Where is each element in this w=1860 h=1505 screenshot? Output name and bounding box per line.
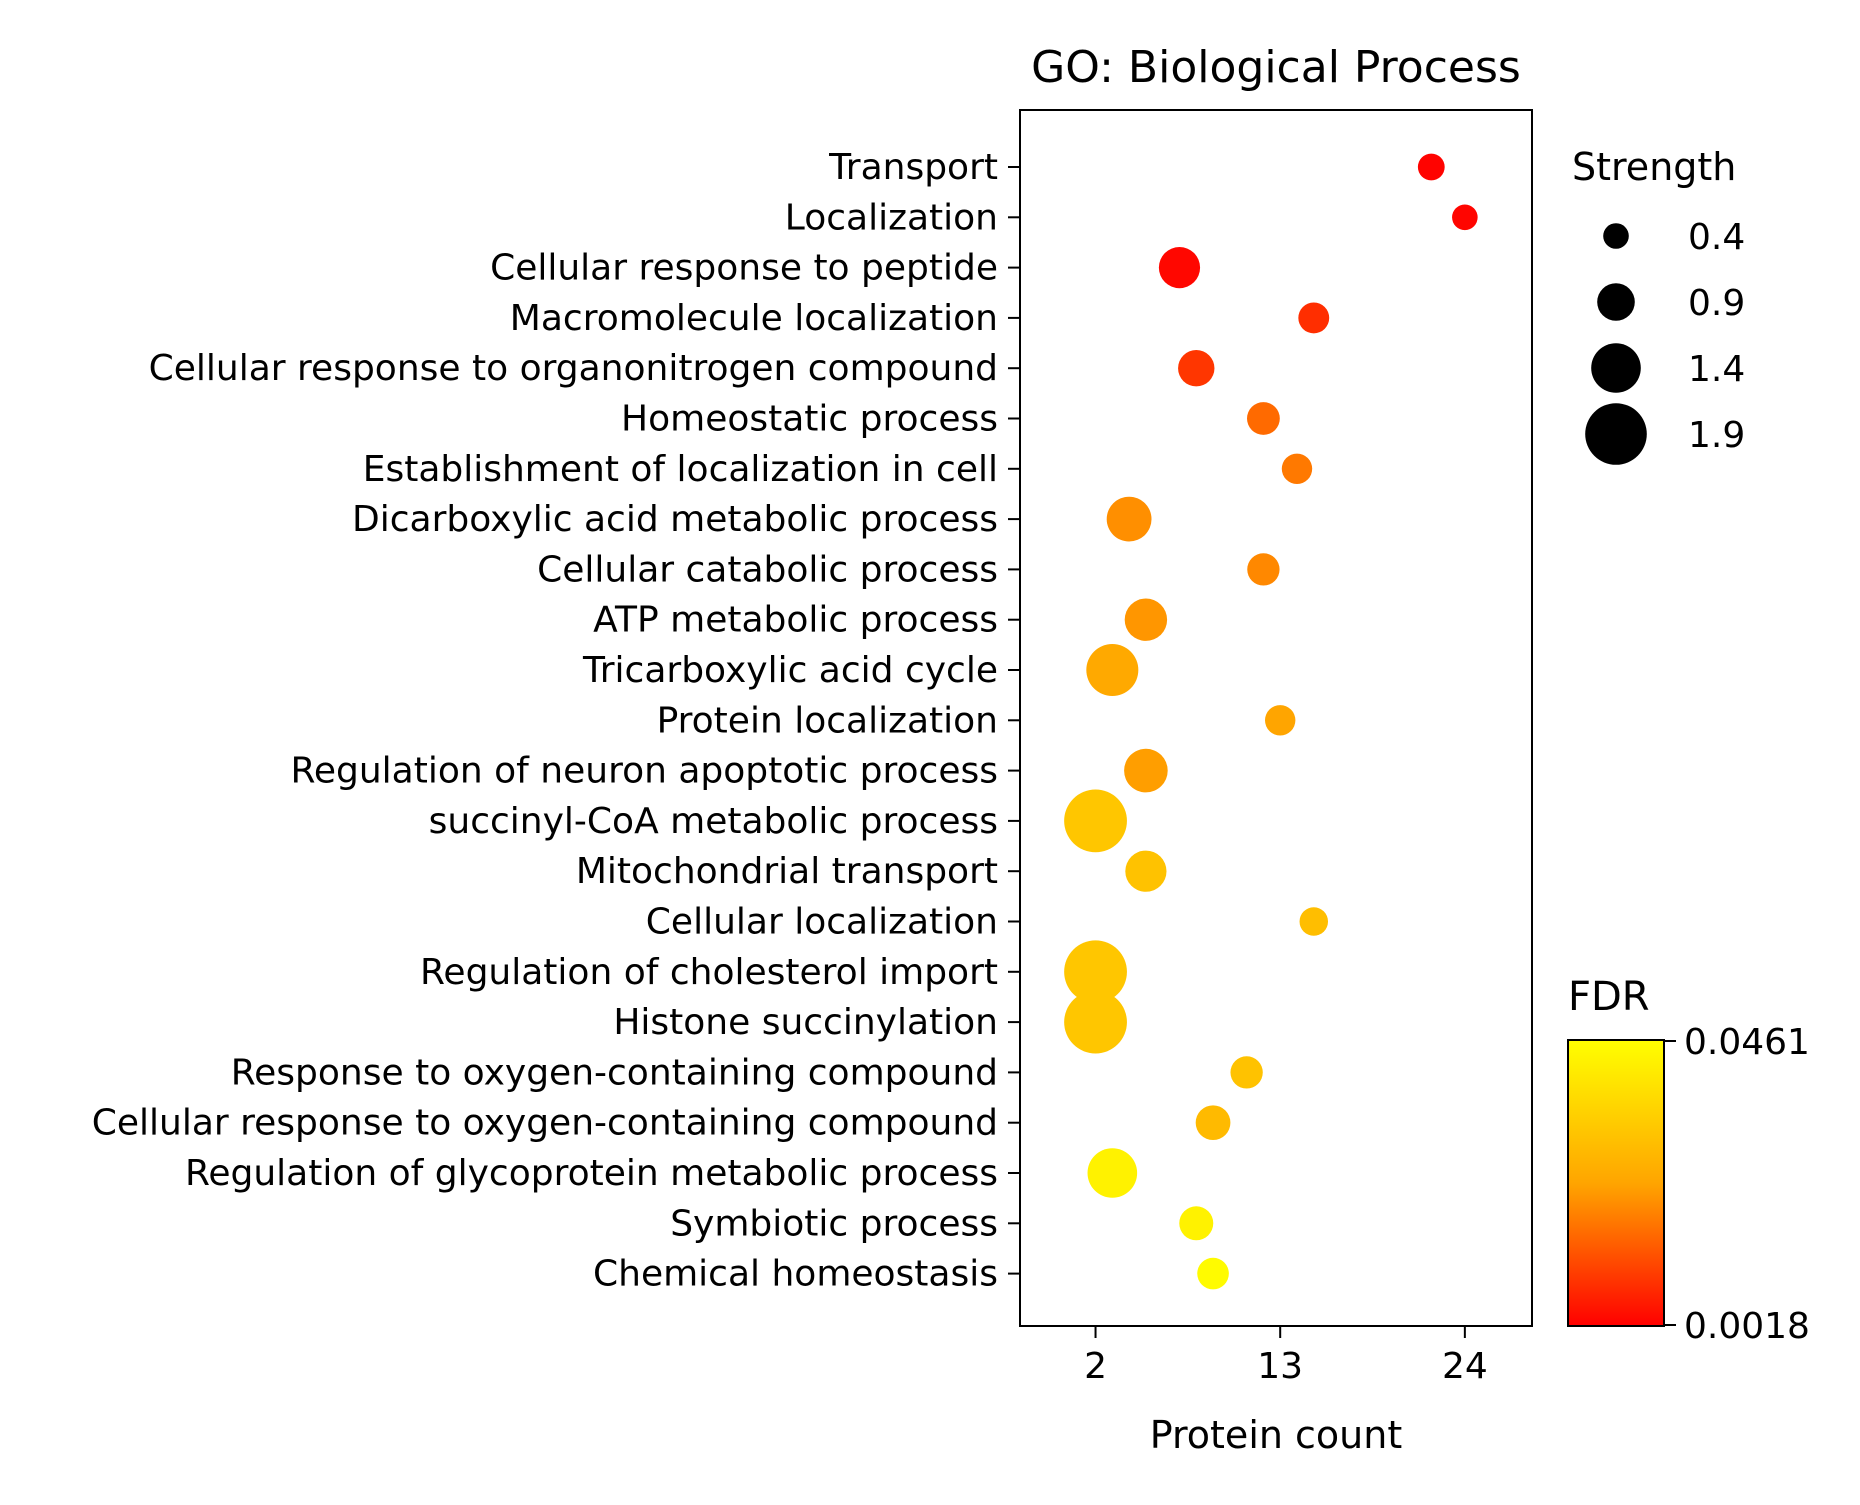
y-tick-label: ATP metabolic process [593,600,998,641]
colorbar-max-label: 0.0461 [1684,1022,1810,1063]
y-tick-label: Macromolecule localization [510,298,998,339]
colorbar-title: FDR [1568,974,1650,1020]
plot-area [1019,109,1533,1327]
y-tick-label: Transport [828,147,998,188]
colorbar-min-label: 0.0018 [1684,1306,1810,1347]
y-tick-label: Dicarboxylic acid metabolic process [352,499,998,540]
y-tick-label: Regulation of neuron apoptotic process [290,751,998,792]
y-tick-label: Protein localization [657,700,998,741]
x-axis: 2 13 24 [1084,1326,1488,1387]
y-tick-label: succinyl-CoA metabolic process [429,801,998,842]
data-point [1281,453,1313,484]
y-tick-label: Mitochondrial transport [576,851,998,892]
y-tick-label: Cellular localization [646,902,998,943]
data-point [1064,990,1127,1054]
size-legend-marker [1585,403,1647,465]
data-point [1125,850,1167,892]
data-point [1124,598,1168,641]
size-legend-label: 1.9 [1688,415,1745,456]
data-point [1179,1206,1214,1241]
data-point [1086,644,1139,696]
x-tick-label: 2 [1084,1346,1107,1387]
data-point [1230,1056,1263,1089]
data-point [1195,1105,1231,1141]
colorbar-gradient [1567,1039,1665,1327]
y-tick-label: Cellular response to organonitrogen comp… [149,348,998,389]
data-point [1452,204,1478,231]
y-tick-label: Tricarboxylic acid cycle [582,650,998,691]
size-legend-marker [1591,343,1641,393]
y-tick-label: Cellular response to peptide [490,248,998,289]
y-tick-label: Regulation of glycoprotein metabolic pro… [185,1153,998,1194]
data-point [1247,553,1280,586]
y-tick-label: Symbiotic process [670,1203,998,1244]
data-point [1178,350,1215,387]
y-tick-label: Regulation of cholesterol import [420,952,998,993]
data-point [1106,496,1152,542]
data-point [1197,1257,1229,1290]
y-axis: Transport Localization Cellular response t… [92,147,1020,1295]
y-tick-label: Homeostatic process [621,399,998,440]
y-tick-label: Histone succinylation [613,1002,998,1043]
y-tick-label: Localization [785,197,998,238]
data-point [1264,705,1296,736]
size-legend: Strength 0.4 0.9 1.4 1.9 [1572,145,1745,465]
y-tick-label: Cellular catabolic process [537,549,998,590]
data-point [1298,302,1330,334]
size-legend-label: 0.4 [1688,217,1745,258]
data-point [1124,748,1168,793]
data-point [1158,247,1201,289]
size-legend-marker [1603,223,1629,249]
data-point [1064,940,1127,1004]
colorbar: FDR 0.0461 0.0018 [1567,974,1810,1347]
size-legend-marker [1597,283,1635,321]
data-points [1064,153,1478,1290]
y-tick-label: Cellular response to oxygen-containing c… [92,1103,998,1144]
data-point [1299,907,1329,936]
data-point [1417,153,1445,181]
y-tick-label: Establishment of localization in cell [363,449,998,490]
data-point [1087,1148,1138,1198]
data-point [1064,789,1127,853]
size-legend-label: 1.4 [1688,349,1745,390]
x-tick-label: 13 [1257,1346,1303,1387]
size-legend-items: 0.4 0.9 1.4 1.9 [1585,217,1745,465]
size-legend-title: Strength [1572,145,1736,189]
size-legend-label: 0.9 [1688,283,1745,324]
chart-title: GO: Biological Process [1031,42,1521,93]
x-tick-label: 24 [1442,1346,1488,1387]
data-point [1247,402,1280,435]
y-tick-label: Response to oxygen-containing compound [231,1052,998,1093]
x-axis-label: Protein count [1150,1413,1403,1457]
y-tick-label: Chemical homeostasis [593,1254,998,1295]
